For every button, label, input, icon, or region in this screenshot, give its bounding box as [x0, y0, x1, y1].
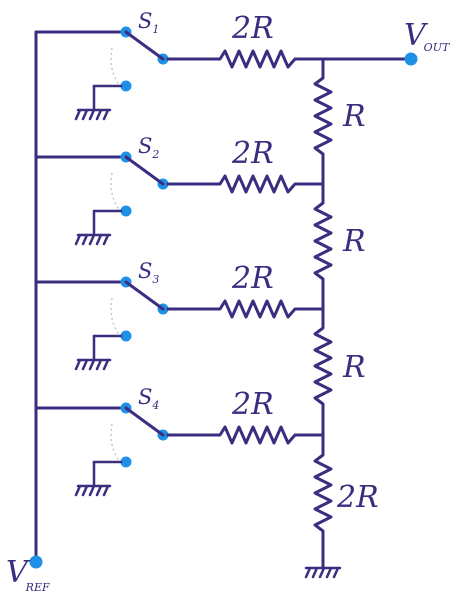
switch-4: [74, 402, 169, 497]
series-resistor-3: [166, 299, 325, 319]
series-resistor-4: [166, 425, 325, 445]
switch-4-label: S4: [138, 385, 159, 412]
switch-3-label: S3: [138, 259, 159, 286]
switch-1: [74, 26, 169, 121]
vref-label: VREF: [6, 555, 50, 594]
switch-1-label: S1: [138, 9, 159, 36]
switch-2: [74, 151, 169, 246]
ladder-resistor-4-label: 2R: [336, 480, 379, 515]
vout-terminal: [404, 52, 418, 66]
ground-symbol: [304, 566, 342, 579]
ladder-resistor-1-label: R: [342, 99, 366, 134]
vref-bus: [34, 30, 126, 564]
ladder-resistor-4: [313, 433, 333, 570]
vout-label: VOUT: [404, 18, 451, 54]
ladder-resistor-2-label: R: [342, 224, 366, 259]
series-resistor-1: [166, 49, 325, 69]
series-resistor-2: [166, 174, 325, 194]
vref-terminal: [29, 555, 43, 569]
ladder-resistor-3: [313, 307, 333, 437]
switch-3: [74, 276, 169, 371]
ladder-resistor-2: [313, 182, 333, 311]
series-resistor-2-label: 2R: [231, 136, 274, 171]
series-resistor-3-label: 2R: [231, 261, 274, 296]
switch-2-label: S2: [138, 134, 159, 161]
series-resistor-1-label: 2R: [231, 11, 274, 46]
series-resistor-4-label: 2R: [231, 387, 274, 422]
ladder-resistor-3-label: R: [342, 350, 366, 385]
ladder-resistor-1: [313, 57, 333, 186]
